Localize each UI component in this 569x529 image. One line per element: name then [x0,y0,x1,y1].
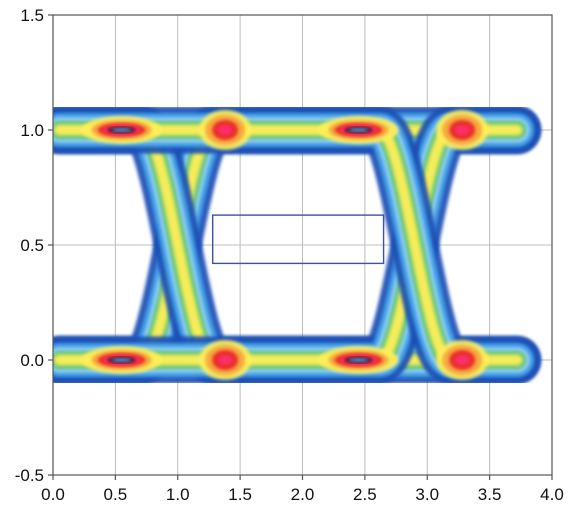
density-hotspot [218,355,233,365]
density-contours [53,93,552,397]
x-tick-label: 3.0 [415,485,439,504]
x-tick-label: 1.5 [228,485,252,504]
density-hotspot [348,358,369,362]
x-tick-label: 3.5 [478,485,502,504]
x-tick-label: 0.5 [104,485,128,504]
y-tick-label: 1.5 [20,6,44,25]
density-hotspot [455,125,470,135]
density-hotspot [455,355,470,365]
y-tick-label: 0.0 [20,351,44,370]
y-tick-label: -0.5 [15,466,44,485]
x-tick-label: 0.0 [41,485,65,504]
density-hotspot [111,128,132,132]
axis-ticks: 0.0 0.5 1.0 1.5 2.0 2.5 3.0 3.5 4.0-0.50.00.51.0… [15,6,564,504]
y-tick-label: 1.0 [20,121,44,140]
density-hotspot [111,358,132,362]
x-tick-label: 4.0 [540,485,564,504]
density-hotspot [348,128,369,132]
density-hotspot [218,125,233,135]
x-tick-label: 2.5 [353,485,377,504]
y-tick-label: 0.5 [20,236,44,255]
x-tick-label: 1.0 [166,485,190,504]
eye-mask-rect [211,214,385,265]
x-tick-label: 2.0 [291,485,315,504]
eye-mask [211,214,385,265]
